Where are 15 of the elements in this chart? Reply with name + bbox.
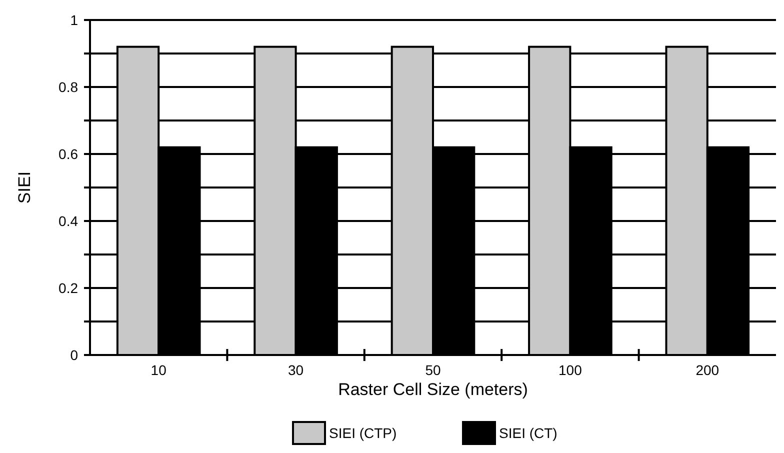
y-tick-label: 1 — [70, 12, 78, 28]
y-tick-label: 0 — [70, 346, 78, 363]
y-tick-label: 0.8 — [58, 78, 78, 95]
x-tick-label: 30 — [288, 362, 304, 378]
y-axis-title: SIEI — [15, 171, 34, 204]
text: 0.2 — [58, 280, 78, 296]
x-tick-label: 200 — [696, 362, 720, 378]
x-axis-title: Raster Cell Size (meters) — [338, 380, 528, 399]
x-tick-label: 50 — [425, 362, 441, 378]
legend-label: SIEI (CT) — [499, 424, 558, 441]
y-tick-label: 0.6 — [58, 146, 78, 162]
x-tick-label: 100 — [558, 362, 582, 378]
legend-label: SIEI (CTP) — [329, 424, 397, 441]
x-tick-label: 10 — [150, 362, 167, 378]
y-tick-label: 0.4 — [58, 212, 78, 229]
